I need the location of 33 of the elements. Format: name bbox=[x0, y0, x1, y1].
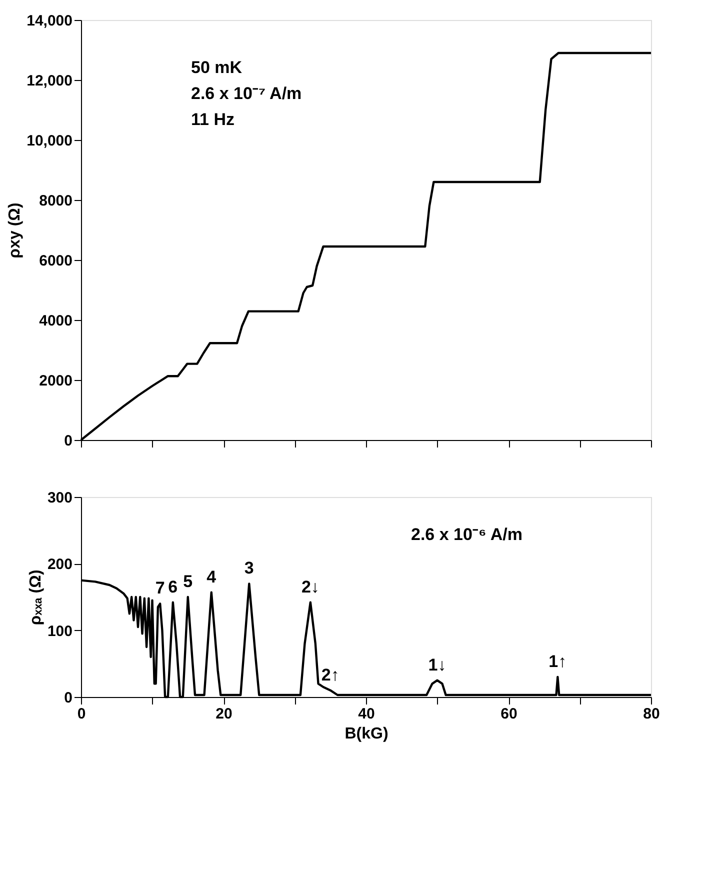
y-tick-label: 12,000 bbox=[26, 72, 72, 90]
annotation: 2↑ bbox=[321, 665, 340, 684]
annotation: 50 mK bbox=[191, 58, 243, 77]
y-tick-label: 200 bbox=[47, 556, 72, 574]
x-tick-label: 0 bbox=[77, 706, 86, 722]
x-tick-label: 60 bbox=[500, 706, 518, 722]
x-axis-title: B(kG) bbox=[344, 726, 388, 742]
annotation: 5 bbox=[183, 572, 193, 591]
annotation: 1↓ bbox=[428, 655, 446, 674]
y-tick-label: 6000 bbox=[39, 252, 72, 270]
annotation: 4 bbox=[206, 567, 217, 586]
x-tick-label: 20 bbox=[216, 706, 232, 722]
y-tick-label: 10,000 bbox=[26, 132, 72, 150]
y-tick-label: 0 bbox=[64, 690, 72, 706]
annotation: 2↓ bbox=[301, 577, 320, 596]
y-tick-label: 300 bbox=[47, 490, 72, 506]
annotation: 3 bbox=[244, 558, 254, 578]
y-tick-label: 14,000 bbox=[26, 12, 72, 30]
y-tick-label: 4000 bbox=[39, 312, 72, 330]
annotation: 2.6 x 10⁻⁷ A/m bbox=[191, 84, 302, 103]
y-tick-label: 100 bbox=[47, 622, 72, 640]
y-axis-title: ρₓₓₐ (Ω) bbox=[27, 570, 44, 626]
annotation: 1↑ bbox=[548, 652, 567, 671]
annotation: 11 Hz bbox=[191, 110, 234, 129]
annotation: 6 bbox=[168, 577, 178, 596]
y-tick-label: 8000 bbox=[39, 192, 72, 210]
y-tick-label: 0 bbox=[64, 432, 72, 450]
x-tick-label: 40 bbox=[358, 706, 375, 722]
y-axis-title: ρxy (Ω) bbox=[6, 202, 24, 258]
annotation: 2.6 x 10⁻⁶ A/m bbox=[411, 525, 522, 544]
annotation: 7 bbox=[155, 578, 165, 598]
y-tick-label: 2000 bbox=[39, 372, 72, 390]
x-tick-label: 80 bbox=[643, 706, 660, 722]
